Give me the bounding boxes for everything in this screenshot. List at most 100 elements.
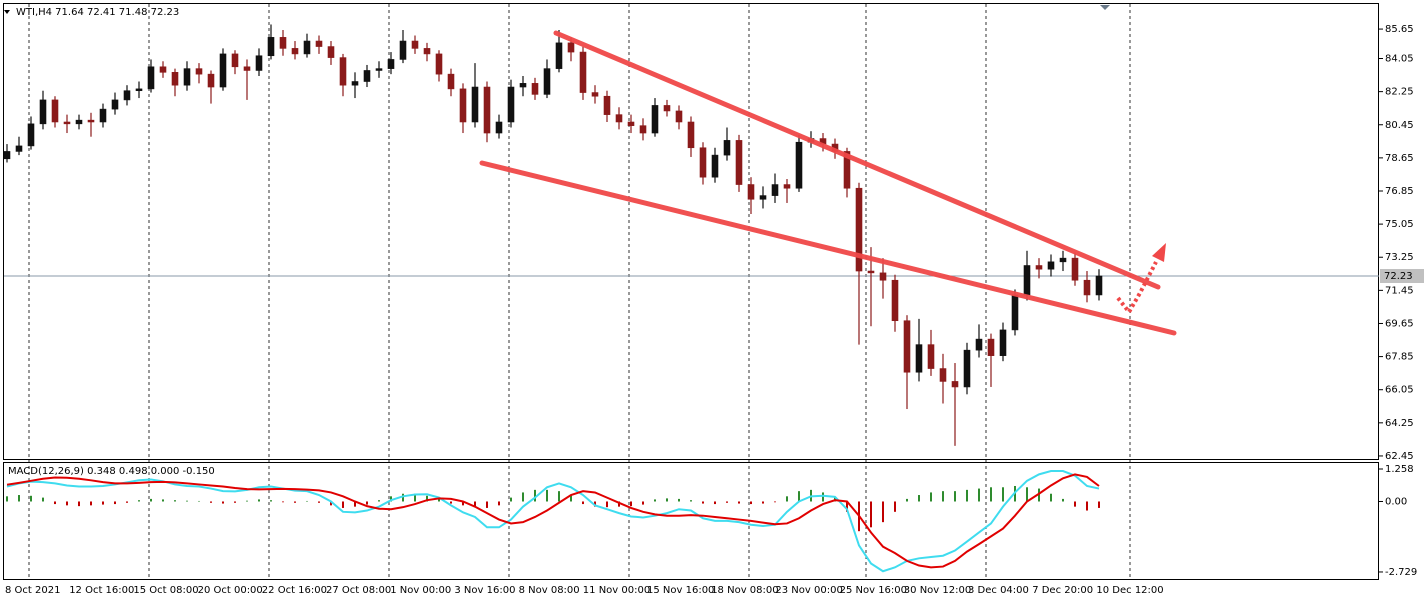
candle-body [375, 68, 383, 71]
arrow-head [1152, 243, 1166, 262]
candle-body [555, 42, 563, 69]
histogram-bar [702, 501, 704, 504]
candle-body [1011, 294, 1019, 331]
candle-body [423, 48, 431, 55]
candle-body [795, 141, 803, 189]
histogram-bar [522, 492, 524, 502]
candle-body [783, 184, 791, 189]
y-tick-label: 80.45 [1385, 120, 1414, 131]
candle-body [123, 90, 131, 101]
histogram-bar [1062, 498, 1064, 502]
candle-body [219, 53, 227, 88]
candle-body [1083, 279, 1091, 296]
lower-trend-line [479, 160, 1177, 336]
histogram-bar [30, 495, 32, 502]
candle-body [303, 40, 311, 55]
histogram-bar [1074, 501, 1076, 507]
candle-body [567, 42, 575, 53]
y-tick-label: 84.05 [1385, 54, 1414, 65]
histogram-bar [234, 501, 236, 503]
histogram-bar [666, 498, 668, 502]
candle-body [279, 37, 287, 49]
histogram-bar [798, 491, 800, 502]
y-tick-label: 0.00 [1385, 496, 1407, 507]
candle-body [747, 184, 755, 200]
histogram-bar [906, 498, 908, 502]
histogram-bar [654, 499, 656, 502]
candle-body [759, 195, 767, 200]
histogram-bar [846, 501, 848, 512]
histogram-bar [198, 500, 200, 502]
histogram-bar [1098, 501, 1100, 508]
histogram-bar [258, 499, 260, 502]
histogram-bar [330, 501, 332, 506]
y-tick-label: 67.85 [1385, 352, 1414, 363]
candle-body [147, 66, 155, 90]
histogram-bar [474, 501, 476, 507]
candle-body [675, 110, 683, 123]
histogram-bar [390, 496, 392, 502]
candle-body [927, 344, 935, 369]
histogram-bar [462, 501, 464, 506]
candle-body [411, 40, 419, 49]
candle-body [243, 66, 251, 71]
last-price-label: 72.23 [1384, 271, 1413, 282]
x-tick-label: 3 Dec 04:00 [968, 585, 1029, 596]
histogram-bar [342, 501, 344, 508]
histogram-bar [438, 498, 440, 502]
x-tick-label: 8 Nov 08:00 [519, 585, 580, 596]
histogram-bar [318, 501, 320, 503]
candle-body [1035, 265, 1043, 270]
y-tick-label: -2.729 [1385, 567, 1417, 578]
candle-body [867, 270, 875, 274]
menu-triangle[interactable] [4, 10, 10, 14]
histogram-bar [66, 501, 68, 506]
histogram-bar [450, 501, 452, 504]
candle-body [627, 121, 635, 126]
histogram-bar [726, 501, 728, 503]
candle-body [1059, 257, 1067, 263]
histogram-bar [894, 501, 896, 512]
candle-body [267, 37, 275, 57]
histogram-bar [966, 489, 968, 502]
candle-body [1071, 257, 1079, 281]
candle-body [975, 338, 983, 351]
histogram-bar [270, 500, 272, 502]
candle-body [231, 53, 239, 68]
histogram-bar [366, 501, 368, 505]
candle-body [903, 320, 911, 373]
candle-body [711, 154, 719, 178]
histogram-bar [354, 501, 356, 507]
x-tick-label: 30 Nov 12:00 [904, 585, 971, 596]
candle-body [387, 59, 395, 69]
candle-body [111, 99, 119, 110]
histogram-bar [306, 500, 308, 502]
histogram-bar [1086, 501, 1088, 511]
candle-body [879, 272, 887, 281]
candle-body [255, 55, 263, 71]
x-tick-label: 15 Nov 16:00 [647, 585, 714, 596]
histogram-bar [54, 501, 56, 505]
y-tick-label: 75.05 [1385, 219, 1414, 230]
candle-body [483, 86, 491, 134]
candle-body [987, 338, 995, 356]
histogram-bar [882, 501, 884, 523]
candle-body [99, 108, 107, 123]
y-tick-label: 1.258 [1385, 464, 1414, 475]
x-tick-label: 25 Nov 16:00 [840, 585, 907, 596]
histogram-bar [90, 501, 92, 506]
x-tick-label: 18 Nov 08:00 [711, 585, 778, 596]
candle-body [207, 73, 215, 88]
candle-body [363, 70, 371, 82]
histogram-bar [414, 493, 416, 502]
candle-body [327, 46, 335, 58]
candle-body [1047, 261, 1055, 270]
last-price-box [1380, 269, 1424, 283]
x-tick-label: 27 Oct 08:00 [326, 585, 391, 596]
y-tick-label: 71.45 [1385, 285, 1414, 296]
histogram-bar [618, 501, 620, 507]
candle-body [639, 125, 647, 134]
histogram-bar [870, 501, 872, 528]
candle-body [87, 119, 95, 123]
